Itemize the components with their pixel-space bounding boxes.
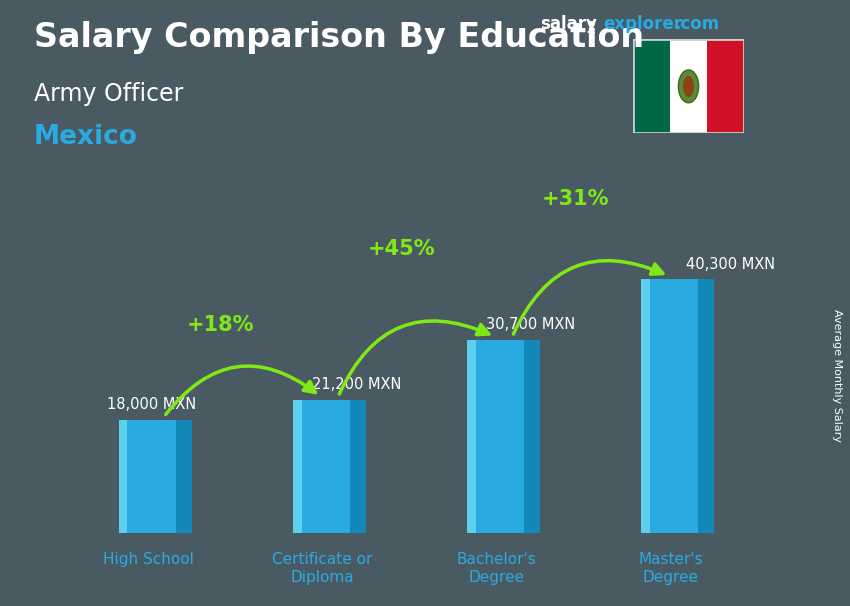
Bar (467, 340, 524, 533)
Ellipse shape (678, 70, 699, 103)
FancyArrowPatch shape (166, 366, 315, 415)
Text: .com: .com (674, 15, 719, 33)
Text: Certificate or
Diploma: Certificate or Diploma (272, 552, 372, 585)
Bar (350, 400, 366, 533)
Bar (641, 279, 650, 533)
FancyArrowPatch shape (513, 261, 663, 334)
Bar (633, 39, 670, 133)
Text: explorer: explorer (604, 15, 683, 33)
Text: Bachelor's
Degree: Bachelor's Degree (456, 552, 536, 585)
Text: +45%: +45% (368, 239, 435, 259)
Text: High School: High School (103, 552, 194, 567)
Text: Mexico: Mexico (34, 124, 138, 150)
Text: Master's
Degree: Master's Degree (638, 552, 703, 585)
Text: 21,200 MXN: 21,200 MXN (312, 377, 401, 392)
Bar (641, 279, 698, 533)
Text: +18%: +18% (187, 315, 254, 335)
Text: 40,300 MXN: 40,300 MXN (687, 257, 775, 271)
Bar (698, 279, 714, 533)
Bar (707, 39, 744, 133)
Bar (293, 400, 350, 533)
Text: salary: salary (540, 15, 597, 33)
Bar (670, 39, 707, 133)
Bar (119, 420, 176, 533)
Text: 30,700 MXN: 30,700 MXN (486, 317, 575, 332)
Text: 18,000 MXN: 18,000 MXN (106, 398, 196, 412)
Text: +31%: +31% (542, 188, 609, 208)
Bar (293, 400, 302, 533)
Text: Salary Comparison By Education: Salary Comparison By Education (34, 21, 644, 54)
FancyArrowPatch shape (339, 321, 489, 394)
Bar (467, 340, 476, 533)
Ellipse shape (683, 76, 694, 97)
Text: Average Monthly Salary: Average Monthly Salary (832, 309, 842, 442)
Text: Army Officer: Army Officer (34, 82, 184, 106)
Bar (119, 420, 128, 533)
Bar (524, 340, 540, 533)
Bar (176, 420, 192, 533)
